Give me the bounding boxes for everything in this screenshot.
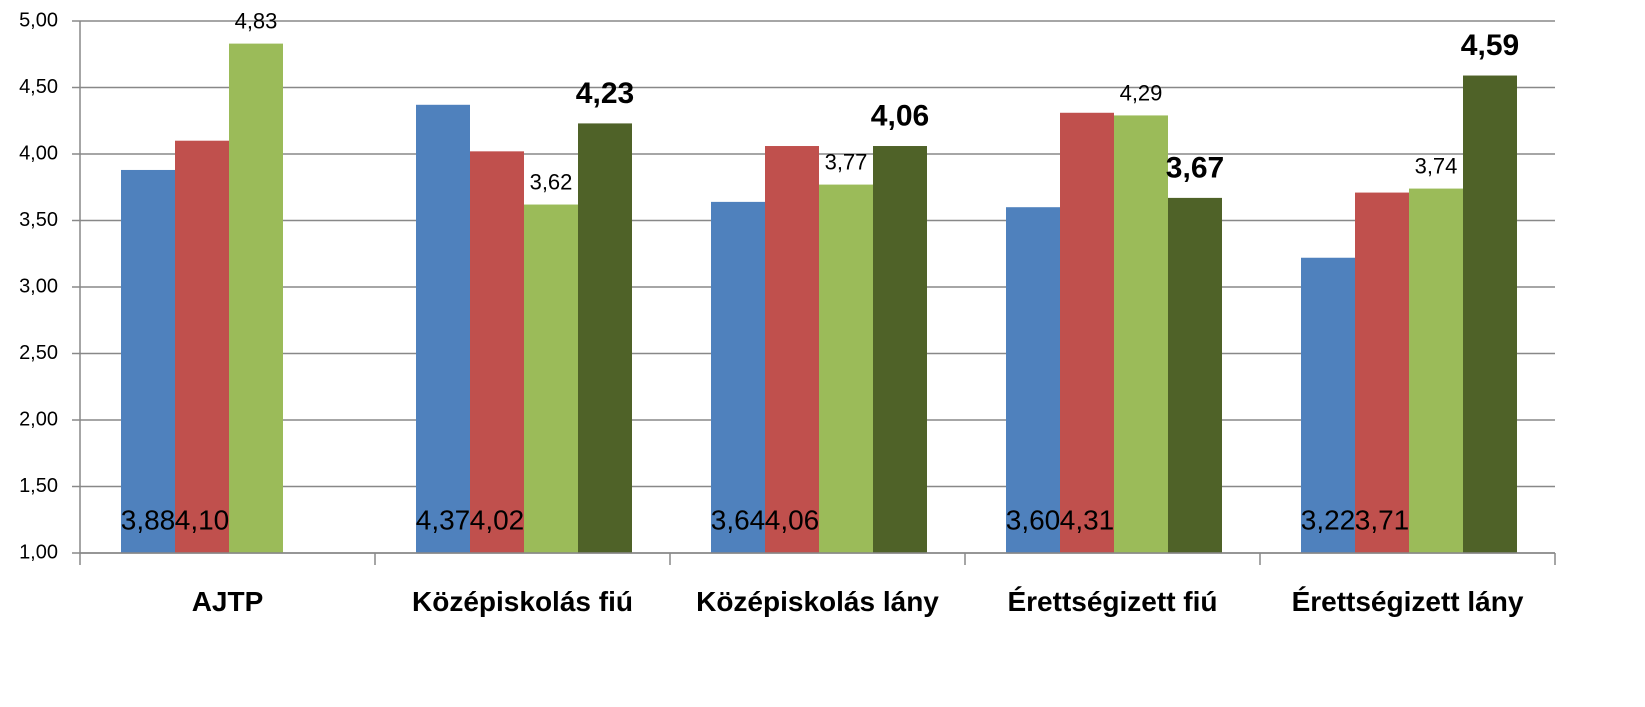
bar (819, 184, 873, 553)
y-tick-label: 5,00 (19, 9, 58, 31)
bar (229, 43, 283, 554)
value-label: 3,64 (711, 504, 766, 535)
y-tick-label: 2,00 (19, 408, 58, 430)
x-tick-label: Középiskolás fiú (412, 586, 633, 617)
bar (416, 104, 470, 553)
value-label: 4,29 (1120, 80, 1163, 105)
x-tick-label: AJTP (191, 586, 264, 617)
y-tick-label: 3,50 (19, 209, 58, 231)
bar (470, 151, 524, 553)
bar (524, 204, 578, 554)
value-label: 4,06 (765, 504, 820, 535)
bar (1409, 188, 1463, 553)
value-label: 4,23 (576, 77, 634, 110)
bar (175, 140, 229, 553)
x-tick-label: Érettségizett fiú (1007, 586, 1218, 617)
value-label: 4,37 (416, 504, 471, 535)
y-tick-label: 3,00 (19, 275, 58, 297)
value-label: 4,83 (235, 9, 278, 34)
bar (1060, 112, 1114, 554)
value-label: 4,02 (470, 504, 525, 535)
bar (1301, 257, 1355, 553)
value-label: 3,62 (530, 169, 573, 194)
bar (711, 201, 765, 553)
value-label: 3,22 (1301, 504, 1356, 535)
value-label: 4,06 (871, 99, 929, 132)
bar (1463, 75, 1517, 553)
x-tick-label: Érettségizett lány (1291, 586, 1524, 617)
bar (1168, 197, 1222, 553)
value-label: 3,67 (1166, 151, 1224, 184)
value-label: 3,60 (1006, 504, 1061, 535)
value-label: 4,59 (1461, 29, 1519, 62)
y-tick-label: 4,50 (19, 76, 58, 98)
bar (1114, 115, 1168, 554)
value-label: 3,77 (825, 150, 868, 175)
value-label: 4,10 (175, 504, 230, 535)
y-tick-label: 4,00 (19, 142, 58, 164)
y-tick-label: 1,50 (19, 475, 58, 497)
bar (578, 123, 632, 553)
bar (1006, 207, 1060, 553)
bar (765, 146, 819, 553)
value-label: 3,74 (1415, 153, 1458, 178)
bar (121, 169, 175, 553)
bar (1355, 192, 1409, 553)
value-label: 4,31 (1060, 504, 1115, 535)
value-label: 3,88 (121, 504, 176, 535)
y-tick-label: 1,00 (19, 541, 58, 563)
bar (873, 146, 927, 553)
y-tick-label: 2,50 (19, 342, 58, 364)
value-label: 3,71 (1355, 504, 1410, 535)
x-tick-label: Középiskolás lány (696, 586, 939, 617)
